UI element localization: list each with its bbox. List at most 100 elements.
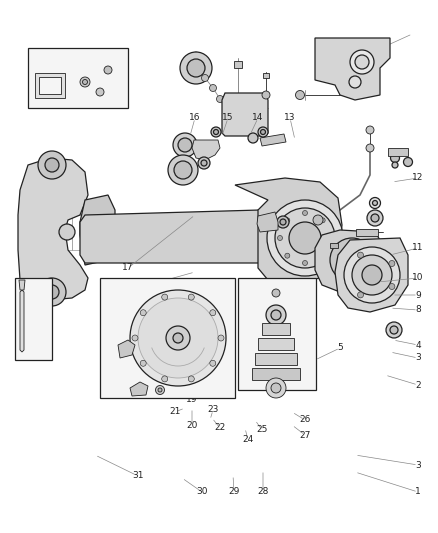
Circle shape	[38, 278, 66, 306]
Circle shape	[296, 91, 304, 100]
Polygon shape	[335, 238, 408, 312]
Circle shape	[223, 107, 230, 114]
Polygon shape	[80, 195, 115, 265]
Text: 2: 2	[415, 381, 421, 390]
Polygon shape	[18, 158, 88, 300]
Circle shape	[328, 236, 332, 240]
Text: 5: 5	[337, 343, 343, 352]
Text: T: T	[20, 303, 25, 312]
Circle shape	[372, 200, 378, 206]
Circle shape	[261, 130, 265, 134]
Text: 18: 18	[106, 290, 118, 300]
Circle shape	[216, 95, 223, 102]
Circle shape	[88, 216, 112, 240]
Bar	[263, 73, 269, 78]
Bar	[234, 61, 242, 68]
Text: 6: 6	[287, 326, 293, 335]
Circle shape	[277, 216, 289, 228]
Circle shape	[389, 261, 395, 266]
Circle shape	[266, 378, 286, 398]
Circle shape	[403, 157, 413, 166]
Bar	[255, 353, 297, 365]
Circle shape	[285, 218, 290, 223]
Text: V: V	[19, 294, 25, 303]
Circle shape	[389, 284, 395, 289]
Circle shape	[366, 126, 374, 134]
Polygon shape	[192, 140, 220, 160]
Polygon shape	[19, 280, 25, 290]
Circle shape	[132, 335, 138, 341]
Circle shape	[371, 214, 379, 222]
Circle shape	[201, 75, 208, 82]
Polygon shape	[315, 38, 390, 100]
Text: 12: 12	[412, 174, 424, 182]
Circle shape	[210, 360, 216, 366]
Circle shape	[392, 162, 398, 168]
Circle shape	[280, 219, 286, 225]
Circle shape	[272, 289, 280, 297]
Text: 9: 9	[415, 290, 421, 300]
Polygon shape	[235, 178, 342, 285]
Circle shape	[82, 79, 88, 85]
Circle shape	[162, 294, 168, 300]
Circle shape	[357, 252, 364, 258]
Polygon shape	[260, 134, 286, 146]
Circle shape	[213, 130, 219, 134]
Polygon shape	[80, 210, 268, 263]
Bar	[356, 229, 378, 236]
Circle shape	[59, 224, 75, 240]
Circle shape	[96, 88, 104, 96]
Circle shape	[347, 255, 357, 265]
Text: 14: 14	[252, 114, 264, 123]
Bar	[262, 323, 290, 335]
Circle shape	[320, 218, 325, 223]
Circle shape	[391, 154, 399, 163]
Text: 20: 20	[186, 421, 198, 430]
Circle shape	[174, 161, 192, 179]
Circle shape	[267, 200, 343, 276]
Circle shape	[162, 376, 168, 382]
Circle shape	[188, 376, 194, 382]
Polygon shape	[20, 290, 24, 352]
Text: 25: 25	[256, 425, 268, 434]
Text: 19: 19	[186, 395, 198, 405]
Polygon shape	[130, 382, 148, 396]
Circle shape	[198, 157, 210, 169]
Circle shape	[262, 91, 270, 99]
Bar	[39, 77, 61, 94]
Text: 27: 27	[299, 431, 311, 440]
Text: 7: 7	[255, 324, 261, 333]
Circle shape	[155, 385, 165, 394]
Text: 10: 10	[412, 273, 424, 282]
Text: 23: 23	[207, 406, 219, 415]
Circle shape	[38, 151, 66, 179]
Circle shape	[187, 59, 205, 77]
Circle shape	[180, 52, 212, 84]
Circle shape	[366, 144, 374, 152]
Text: 21: 21	[170, 408, 181, 416]
Circle shape	[80, 77, 90, 87]
Circle shape	[320, 253, 325, 258]
Circle shape	[349, 76, 361, 88]
Circle shape	[201, 160, 207, 166]
Circle shape	[340, 248, 364, 272]
Circle shape	[275, 208, 335, 268]
Circle shape	[210, 310, 216, 316]
Circle shape	[330, 238, 374, 282]
Text: 8: 8	[415, 305, 421, 314]
Text: 24: 24	[242, 435, 254, 445]
Polygon shape	[222, 93, 268, 136]
Bar	[258, 338, 294, 350]
Circle shape	[357, 292, 364, 298]
Circle shape	[173, 333, 183, 343]
Circle shape	[45, 158, 59, 172]
Circle shape	[158, 388, 162, 392]
Circle shape	[350, 50, 374, 74]
Circle shape	[370, 198, 381, 208]
Circle shape	[289, 222, 321, 254]
Circle shape	[390, 326, 398, 334]
Text: 1: 1	[415, 488, 421, 497]
Circle shape	[386, 322, 402, 338]
Text: 3: 3	[415, 461, 421, 470]
Bar	[100, 278, 235, 398]
